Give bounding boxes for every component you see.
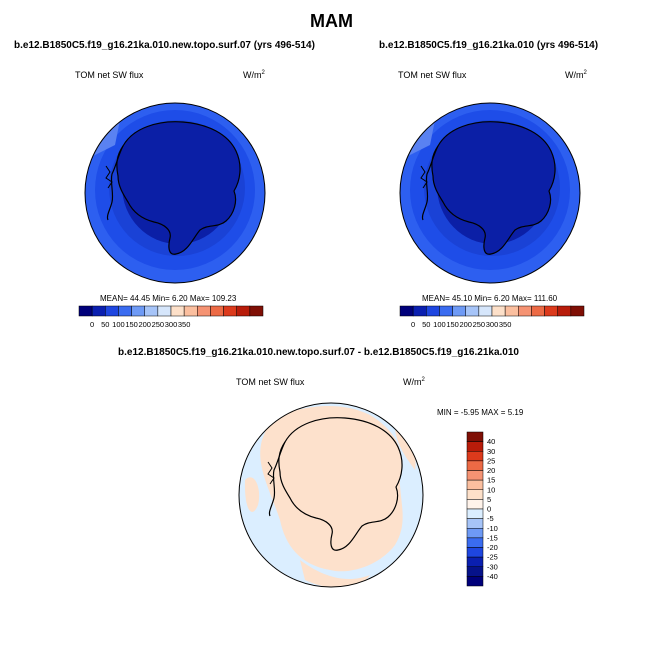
diff-colorbar-tick-label: -40 bbox=[487, 572, 498, 581]
panel1-colorbar-swatch bbox=[210, 305, 224, 317]
diff-colorbar-tick-label: -20 bbox=[487, 543, 498, 552]
panel1-units: W/m2 bbox=[243, 70, 265, 80]
panel1-colorbar: 0 50 100 150 200 250 300 350 bbox=[78, 305, 264, 329]
panel2-units: W/m2 bbox=[565, 70, 587, 80]
panel2-colorbar-swatch bbox=[491, 305, 506, 317]
diff-colorbar-swatch bbox=[466, 479, 484, 490]
panel1-colorbar-tick-label: 250 bbox=[152, 320, 165, 329]
diff-colorbar-tick-label: 15 bbox=[487, 476, 495, 485]
diff-colorbar-swatch bbox=[466, 537, 484, 548]
panel1-colorbar-swatch bbox=[78, 305, 93, 317]
diff-colorbar-tick-label: 25 bbox=[487, 456, 495, 465]
diff-colorbar-swatch bbox=[466, 460, 484, 471]
panel1-colorbar-swatch bbox=[157, 305, 172, 317]
panel1-map bbox=[85, 103, 265, 283]
panel1-colorbar-tick-label: 50 bbox=[101, 320, 109, 329]
panel2-colorbar-tick-label: 150 bbox=[446, 320, 459, 329]
panel1-colorbar-swatch bbox=[249, 305, 264, 317]
diff-colorbar-tick-label: 0 bbox=[487, 505, 491, 514]
diff-colorbar-tick-label: 30 bbox=[487, 447, 495, 456]
panel1-colorbar-swatch bbox=[91, 305, 106, 317]
diff-colorbar-tick-label: -5 bbox=[487, 514, 494, 523]
panel2-colorbar-tick-label: 350 bbox=[499, 320, 512, 329]
panel2-colorbar-swatch bbox=[557, 305, 572, 317]
diff-colorbar-swatch bbox=[466, 508, 484, 519]
panel2-colorbar-swatch bbox=[412, 305, 427, 317]
diff-colorbar-swatch bbox=[466, 441, 484, 452]
panel1-colorbar-swatch bbox=[183, 305, 198, 317]
panel1-colorbar-tick-label: 300 bbox=[165, 320, 178, 329]
panel1-colorbar-tick-label: 100 bbox=[112, 320, 125, 329]
panel2-colorbar-swatch bbox=[544, 305, 558, 317]
panel2-colorbar-tick-label: 100 bbox=[433, 320, 446, 329]
diff-colorbar-swatch bbox=[466, 489, 484, 500]
diff-colorbar-swatch bbox=[466, 451, 484, 462]
diff-panel-title: b.e12.B1850C5.f19_g16.21ka.010.new.topo.… bbox=[118, 347, 519, 358]
panel2-colorbar-swatch bbox=[518, 305, 532, 317]
panel1-colorbar-swatch bbox=[144, 305, 159, 317]
diff-map bbox=[239, 403, 423, 587]
panel1-colorbar-tick-label: 150 bbox=[125, 320, 138, 329]
panel1-stats: MEAN= 44.45 Min= 6.20 Max= 109.23 bbox=[100, 294, 237, 303]
panel2-colorbar-tick-label: 50 bbox=[422, 320, 430, 329]
panel2-title: b.e12.B1850C5.f19_g16.21ka.010 (yrs 496-… bbox=[379, 40, 599, 51]
panel2-colorbar-tick-label: 0 bbox=[411, 320, 415, 329]
panel2-colorbar-tick-label: 250 bbox=[473, 320, 486, 329]
diff-colorbar-swatch bbox=[466, 518, 484, 529]
panel1-colorbar-tick-label: 200 bbox=[138, 320, 151, 329]
diff-colorbar-swatch bbox=[466, 566, 484, 577]
diff-colorbar-swatch bbox=[466, 431, 484, 442]
diff-colorbar-tick-label: -15 bbox=[487, 533, 498, 542]
diff-colorbar-tick-label: 40 bbox=[487, 437, 495, 446]
diff-colorbar-swatch bbox=[466, 499, 484, 510]
panel2-map bbox=[400, 103, 580, 283]
panel2-colorbar-swatch bbox=[426, 305, 440, 317]
diff-colorbar-tick-label: 20 bbox=[487, 466, 495, 475]
panel2-colorbar-tick-label: 200 bbox=[459, 320, 472, 329]
diff-panel-stats: MIN = -5.95 MAX = 5.19 bbox=[437, 408, 524, 417]
panel1-colorbar-swatch bbox=[236, 305, 251, 317]
panel2-colorbar-swatch bbox=[452, 305, 466, 317]
panel1-variable: TOM net SW flux bbox=[75, 70, 144, 80]
panel2-colorbar-swatch bbox=[531, 305, 545, 317]
diff-colorbar-swatch bbox=[466, 576, 484, 587]
diff-colorbar-tick-label: -30 bbox=[487, 562, 498, 571]
panel2-colorbar-swatch bbox=[478, 305, 493, 317]
panel1-colorbar-tick-label: 350 bbox=[178, 320, 191, 329]
panel1-colorbar-swatch bbox=[170, 305, 185, 317]
panel2-colorbar-swatch bbox=[465, 305, 480, 317]
panel2-colorbar-swatch bbox=[439, 305, 453, 317]
panel1-colorbar-swatch bbox=[118, 305, 132, 317]
diff-colorbar-swatch bbox=[466, 528, 484, 539]
panel2-colorbar-swatch bbox=[570, 305, 585, 317]
figure-title: MAM bbox=[310, 11, 353, 31]
panel2-colorbar-tick-label: 300 bbox=[486, 320, 499, 329]
panel1-colorbar-swatch bbox=[197, 305, 211, 317]
diff-colorbar-tick-label: -10 bbox=[487, 524, 498, 533]
diff-colorbar-tick-label: 10 bbox=[487, 485, 495, 494]
panel1-colorbar-tick-label: 0 bbox=[90, 320, 94, 329]
panel1-colorbar-swatch bbox=[105, 305, 119, 317]
diff-panel-variable: TOM net SW flux bbox=[236, 377, 305, 387]
panel2-variable: TOM net SW flux bbox=[398, 70, 467, 80]
diff-colorbar-tick-label: 5 bbox=[487, 495, 491, 504]
diff-colorbar-tick-label: -25 bbox=[487, 553, 498, 562]
panel1-map-border bbox=[84, 102, 266, 284]
panel2-colorbar: 0 50 100 150 200 250 300 350 bbox=[399, 305, 585, 329]
panel1-colorbar-swatch bbox=[223, 305, 237, 317]
panel2-colorbar-swatch bbox=[399, 305, 414, 317]
panel1-title: b.e12.B1850C5.f19_g16.21ka.010.new.topo.… bbox=[14, 40, 315, 51]
panel1-colorbar-swatch bbox=[131, 305, 145, 317]
panel2-map-border bbox=[399, 102, 581, 284]
diff-colorbar-swatch bbox=[466, 547, 484, 558]
diff-colorbar-swatch bbox=[466, 470, 484, 481]
diff-map-border bbox=[238, 402, 424, 588]
diff-colorbar-swatch bbox=[466, 556, 484, 567]
diff-panel-units: W/m2 bbox=[403, 377, 425, 387]
panel2-stats: MEAN= 45.10 Min= 6.20 Max= 111.60 bbox=[422, 294, 558, 303]
panel2-colorbar-swatch bbox=[504, 305, 519, 317]
